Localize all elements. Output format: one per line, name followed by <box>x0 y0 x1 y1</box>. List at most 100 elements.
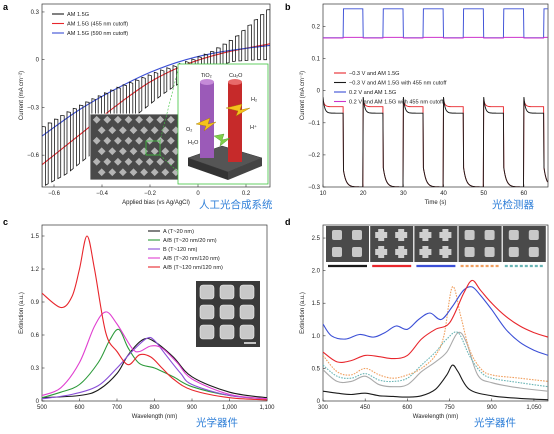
panel-c-legend-label: A (T~20 nm) <box>163 229 194 235</box>
panel-a-legend-label: AM 1.5G <box>67 12 89 18</box>
panel-b-xtick-label: 10 <box>320 191 327 197</box>
panel-d-ytick-label: 1.5 <box>312 301 321 307</box>
panel-b-ytick-label: −0.3 <box>308 185 321 191</box>
panel-c-xtick-label: 800 <box>149 405 160 411</box>
panel-c-xtick-label: 900 <box>187 405 198 411</box>
panel-b-ytick-label: 0.1 <box>312 57 321 63</box>
panel-d-series-line <box>323 286 548 382</box>
panel-c-xtick-label: 500 <box>37 405 48 411</box>
panel-a-sem-pillar <box>92 115 101 124</box>
panel-a-sem-pillar <box>97 147 106 156</box>
panel-d-sem-square <box>332 247 342 257</box>
panel-d-sem-cross <box>422 246 429 258</box>
panel-a-sem-pillar <box>129 168 138 177</box>
panel-d-sem-cross <box>378 229 385 241</box>
panel-b-legend-label: −0.3 V and AM 1.5G <box>349 71 400 77</box>
panel-a-light-bolt <box>195 117 217 132</box>
panel-a-xtick-label: 0 <box>196 191 200 197</box>
panel-d-sem-image <box>370 226 414 262</box>
panel-d-xtick-label: 1,050 <box>526 405 542 411</box>
panel-a-label-h2: H₂ <box>251 97 257 103</box>
panel-letter-c: c <box>3 217 8 227</box>
panel-b-plot <box>323 8 548 187</box>
panel-a-sem-pillar <box>129 147 138 156</box>
panel-b-legend-label: −0.3 V and AM 1.5G with 455 nm cutoff <box>349 81 447 87</box>
panel-d-xtick-label: 450 <box>360 405 371 411</box>
panel-b-series-line <box>323 97 548 187</box>
panel-c-xtick-label: 700 <box>112 405 123 411</box>
panel-a-sem-pillar <box>97 168 106 177</box>
panel-a-sem-pillar <box>97 126 106 135</box>
panel-b-ytick-label: 0.2 <box>312 24 321 30</box>
panel-d-frame <box>322 224 549 402</box>
panel-a-sem-pillar <box>135 115 143 124</box>
panel-a-ytick-label: 0.3 <box>31 10 40 16</box>
panel-a-sem-pillar <box>167 136 175 145</box>
panel-d-ytick-label: 1.0 <box>312 334 321 340</box>
panel-a-frame <box>41 3 271 188</box>
panel-a-label-cu2o: Cu₂O <box>229 73 243 79</box>
panel-c-ytick-label: 0.9 <box>31 300 40 306</box>
panel-b-ytick-label: −0.1 <box>308 121 321 127</box>
panel-a-sem-pillar <box>92 157 101 166</box>
panel-a-series-line <box>42 44 270 137</box>
panel-b-legend-label: 0.2 V and AM 1.5G <box>349 90 396 96</box>
panel-a-legend-label: AM 1.5G (455 nm cutoff) <box>67 22 128 28</box>
panel-a-tio2-top <box>200 79 214 85</box>
panel-a-xlabel: Applied bias (vs Ag/AgCl) <box>122 200 190 206</box>
panel-d-sem-square <box>508 247 519 257</box>
panel-b-ytick-label: −0.2 <box>308 153 321 159</box>
panel-c-ytick-label: 1.2 <box>31 267 40 273</box>
panel-a-sem-pillar <box>129 126 138 135</box>
panel-c-sem-square <box>239 284 255 300</box>
panel-a-zoom-line <box>159 154 179 173</box>
panel-a-chart: −0.6 −0.4 −0.2 0 0.2 0.3 0 −0.3 −0.6 Applied bias… <box>19 3 273 211</box>
panel-d-series-line <box>323 331 548 388</box>
panel-a-label-o2: O₂ <box>186 127 192 133</box>
panel-c-sem-square <box>199 324 215 340</box>
panel-d-ylabel: Extinction (a.u.) <box>300 292 306 334</box>
panel-letter-a: a <box>3 2 9 12</box>
panel-a-sem-pillar <box>124 136 133 145</box>
panel-a-xtick-label: −0.2 <box>144 191 157 197</box>
panel-c-chart: 500 600 700 800 900 1,000 1,100 0 0.3 0.6 0.9 1.2 1.… <box>19 224 275 429</box>
panel-d-ytick-label: 2.0 <box>312 269 321 275</box>
panel-a-series-line <box>42 43 270 166</box>
panel-d-sem-cross <box>378 246 385 258</box>
panel-a-xtick-label: −0.4 <box>96 191 109 197</box>
panel-a-cu2o-rod <box>228 82 242 162</box>
panel-d-ytick-label: 0.5 <box>312 366 321 372</box>
panel-a-sem-pillar <box>124 157 133 166</box>
panel-a-sem-pillar <box>92 136 101 145</box>
panel-a-sem-pillar <box>124 115 133 124</box>
panel-a-sem-pillar <box>150 147 159 156</box>
panel-c-sem-square <box>199 284 215 300</box>
panel-c-series-line <box>42 311 267 400</box>
panel-d-ytick-label: 2.5 <box>312 236 321 242</box>
panel-c-sem-inset <box>196 281 260 347</box>
panel-d-sem-strip <box>326 226 546 268</box>
panel-b-series-line <box>323 36 548 39</box>
panel-letter-d: d <box>285 217 291 227</box>
panel-a-sem-image <box>89 113 191 181</box>
panel-c-series-line <box>42 337 267 399</box>
panel-b-xlabel: Time (s) <box>425 200 447 206</box>
panel-a-sem-pillar <box>140 126 148 135</box>
panel-d-sem-square <box>508 230 519 240</box>
panel-a-sem-pillar <box>114 115 122 124</box>
panel-d-xtick-label: 750 <box>445 405 456 411</box>
panel-d-sem-cross <box>442 229 449 241</box>
panel-b-caption: 光检测器 <box>492 198 534 211</box>
panel-b-xtick-label: 30 <box>400 191 407 197</box>
panel-d-sem-square <box>528 247 539 257</box>
panel-d-sem-square <box>484 247 495 257</box>
panel-a-xtick-label: −0.6 <box>48 191 61 197</box>
panel-a-legend-label: AM 1.5G (590 nm cutoff) <box>67 31 128 37</box>
panel-d-series-line <box>323 286 548 356</box>
panel-a-label-tio2: TiO₂ <box>201 73 212 79</box>
panel-a-sem-pillar <box>161 147 170 156</box>
panel-a-sem-pillar <box>145 157 154 166</box>
panel-d-sem-cross <box>442 246 449 258</box>
panel-c-sem-square <box>219 324 235 340</box>
panel-c-ytick-label: 0.6 <box>31 333 40 339</box>
